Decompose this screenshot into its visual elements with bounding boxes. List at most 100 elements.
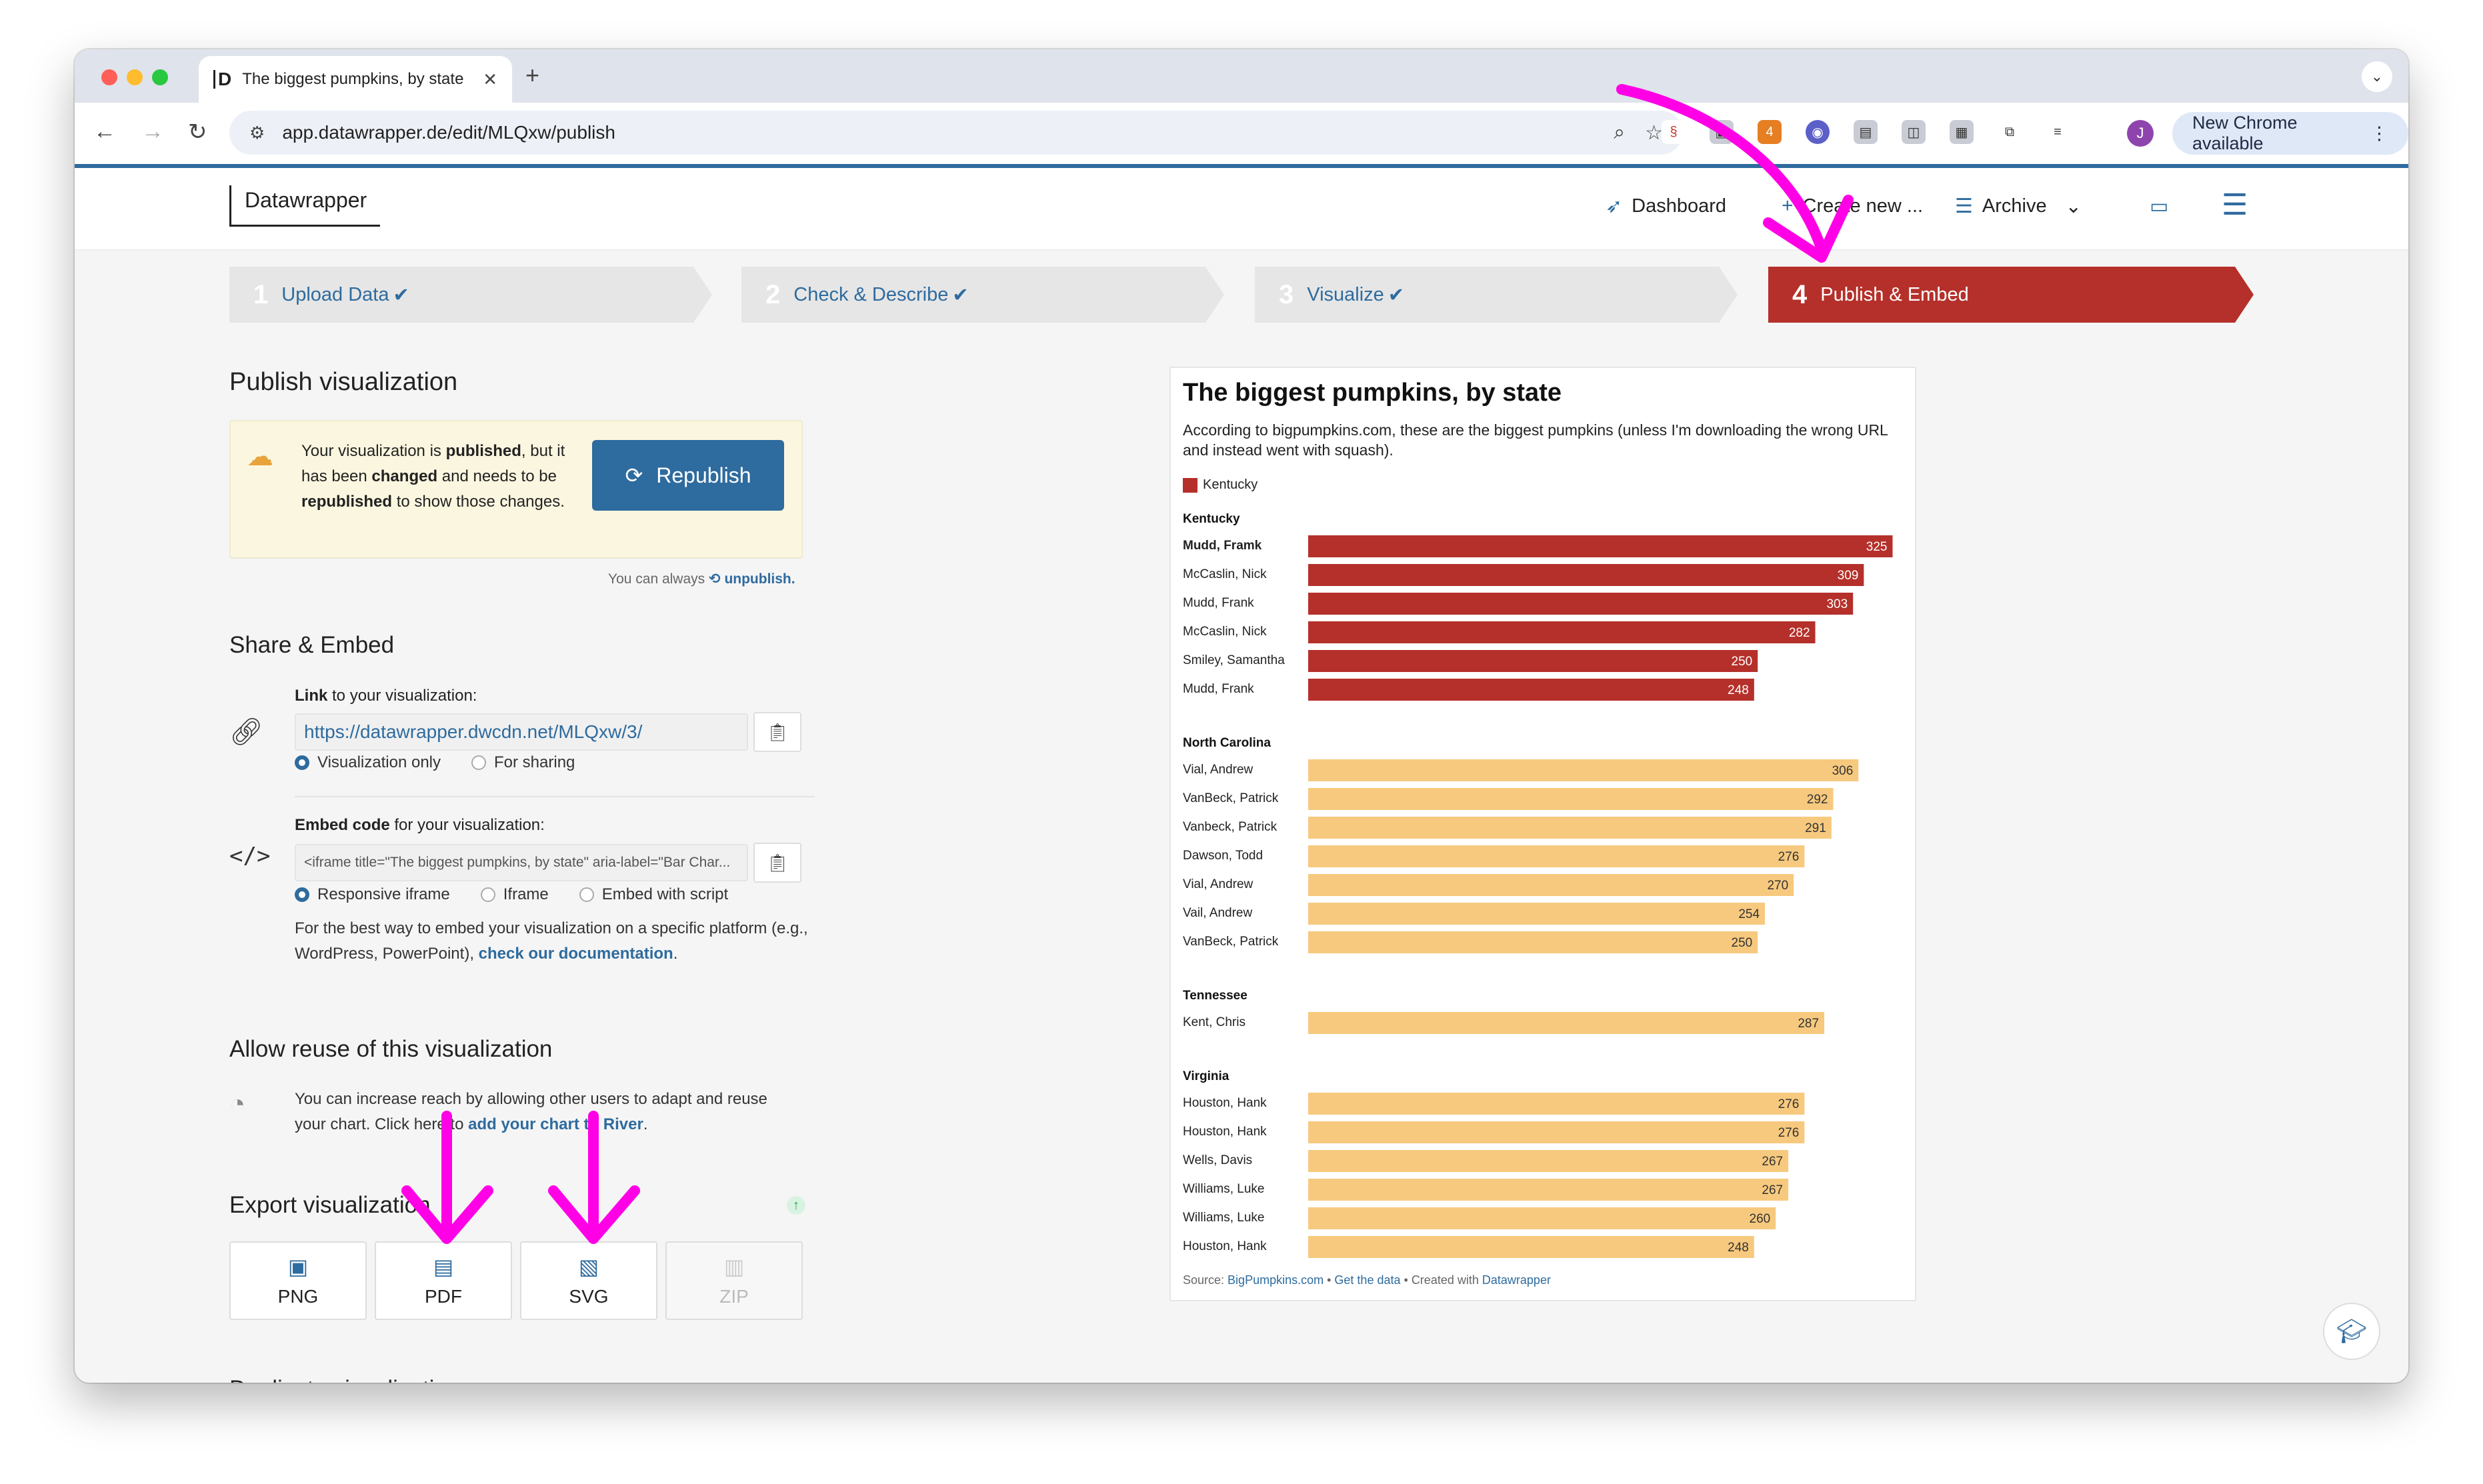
new-tab-button[interactable]: +: [525, 61, 540, 89]
radio-embed-with-script[interactable]: Embed with script: [579, 885, 728, 904]
bar-label: Mudd, Framk: [1183, 539, 1262, 553]
group-label: Virginia: [1183, 1069, 1229, 1083]
republish-notice: ☁ Your visualization is published, but i…: [229, 420, 803, 559]
new-chrome-available-button[interactable]: New Chrome available ⋮: [2172, 112, 2408, 155]
link-label: Link to your visualization:: [295, 687, 477, 705]
bar-label: Smiley, Samantha: [1183, 653, 1285, 667]
bar-label: VanBeck, Patrick: [1183, 791, 1279, 805]
bar-label: Williams, Luke: [1183, 1211, 1264, 1225]
get-data-link[interactable]: Get the data: [1334, 1273, 1401, 1287]
step-visualize[interactable]: 3 Visualize ✔: [1255, 267, 1738, 323]
reuse-text: You can increase reach by allowing other…: [295, 1090, 767, 1133]
republish-button[interactable]: ⟳ Republish: [592, 440, 784, 511]
reload-icon[interactable]: ↻: [188, 119, 207, 145]
extension-icon[interactable]: ▤: [1854, 120, 1878, 144]
tab-title: The biggest pumpkins, by state: [242, 70, 464, 88]
legend-swatch: [1183, 477, 1197, 493]
bar-label: Kent, Chris: [1183, 1015, 1246, 1029]
radio-iframe[interactable]: Iframe: [480, 885, 549, 904]
extension-badge-icon[interactable]: 4: [1758, 120, 1782, 144]
radio-visualization-only[interactable]: Visualization only: [295, 753, 441, 772]
maximize-window-button[interactable]: [152, 69, 168, 85]
radio-responsive-iframe[interactable]: Responsive iframe: [295, 885, 450, 904]
site-settings-icon[interactable]: ⚙: [249, 122, 265, 143]
zoom-icon[interactable]: ⌕: [1614, 121, 1626, 143]
bar-value-label: 291: [1805, 821, 1826, 835]
export-png-button[interactable]: ▣ PNG: [229, 1241, 367, 1320]
url-text: app.datawrapper.de/edit/MLQxw/publish: [282, 122, 615, 143]
chart-title: The biggest pumpkins, by state: [1183, 379, 1562, 407]
close-tab-icon[interactable]: ✕: [483, 69, 497, 89]
unpublish-hint: You can always ⟲ unpublish.: [608, 571, 795, 587]
nav-archive[interactable]: ☰ Archive ⌄: [1955, 195, 2082, 218]
browser-window: D The biggest pumpkins, by state ✕ + ⌄ ←…: [75, 49, 2408, 1383]
bar-label: Vial, Andrew: [1183, 763, 1254, 777]
bar: [1308, 1207, 1776, 1229]
extension-icon[interactable]: ◫: [1902, 120, 1926, 144]
nav-dashboard[interactable]: ➶ Dashboard: [1606, 195, 1726, 218]
bar-value-label: 248: [1728, 683, 1749, 697]
export-svg-button[interactable]: ▧ SVG: [520, 1241, 657, 1320]
bookmark-star-icon[interactable]: ☆: [1645, 121, 1663, 144]
back-arrow-icon[interactable]: ←: [93, 119, 116, 144]
forward-arrow-icon[interactable]: →: [141, 119, 164, 144]
minimize-window-button[interactable]: [127, 69, 143, 85]
step-check-describe[interactable]: 2 Check & Describe ✔: [741, 267, 1224, 323]
step-publish-embed[interactable]: 4 Publish & Embed: [1768, 267, 2254, 323]
bar-value-label: 303: [1826, 597, 1848, 611]
tab-search-chevron-icon[interactable]: ⌄: [2362, 61, 2392, 92]
embed-label: Embed code for your visualization:: [295, 816, 545, 834]
copy-link-button[interactable]: 📋︎: [753, 712, 801, 752]
radio-for-sharing[interactable]: For sharing: [471, 753, 575, 772]
archive-icon: ☰: [1955, 195, 1973, 217]
source-link[interactable]: BigPumpkins.com: [1227, 1273, 1324, 1287]
cloud-upload-icon: ☁: [247, 442, 273, 471]
bar-label: VanBeck, Patrick: [1183, 935, 1279, 949]
export-pdf-button[interactable]: ▤ PDF: [375, 1241, 512, 1320]
address-bar[interactable]: ⚙ app.datawrapper.de/edit/MLQxw/publish …: [229, 111, 1683, 155]
accent-line: [75, 164, 2408, 168]
divider: [295, 796, 815, 797]
hamburger-menu-icon[interactable]: ☰: [2222, 189, 2248, 221]
plus-icon: +: [1782, 195, 1794, 217]
browser-tab[interactable]: D The biggest pumpkins, by state ✕: [199, 56, 512, 103]
extensions-puzzle-icon[interactable]: ⧉: [1998, 120, 2022, 144]
upgrade-badge-icon: ↑: [787, 1196, 805, 1215]
bar: [1308, 1121, 1805, 1143]
bar-label: McCaslin, Nick: [1183, 567, 1267, 581]
more-menu-icon: ⋮: [2370, 123, 2388, 143]
zip-file-icon: ▥: [723, 1255, 745, 1279]
documentation-link[interactable]: check our documentation: [478, 945, 673, 963]
share-url-field[interactable]: https://datawrapper.dwcdn.net/MLQxw/3/: [295, 713, 748, 751]
unpublish-link[interactable]: ⟲ unpublish.: [709, 571, 795, 587]
bar-value-label: 292: [1807, 793, 1828, 807]
datawrapper-logo[interactable]: Datawrapper: [229, 185, 381, 227]
bar-value-label: 287: [1798, 1017, 1819, 1031]
profile-avatar[interactable]: J: [2127, 120, 2154, 147]
bar: [1308, 903, 1766, 925]
bar-value-label: 254: [1738, 907, 1760, 921]
bar-value-label: 270: [1767, 879, 1788, 893]
step-number: 3: [1279, 279, 1294, 309]
reuse-heading: Allow reuse of this visualization: [229, 1036, 553, 1062]
bar: [1308, 1236, 1754, 1258]
extension-icon[interactable]: ◉: [1806, 120, 1830, 144]
add-to-river-link[interactable]: add your chart to River: [468, 1115, 643, 1133]
extension-icon[interactable]: ▦: [1950, 120, 1974, 144]
datawrapper-link[interactable]: Datawrapper: [1482, 1273, 1551, 1287]
bar: [1308, 759, 1859, 781]
legend-label: Kentucky: [1203, 477, 1258, 492]
nav-create-new[interactable]: + Create new ...: [1782, 195, 1923, 217]
extension-icon[interactable]: §: [1662, 120, 1686, 144]
extension-icon[interactable]: ▣: [1710, 120, 1734, 144]
copy-embed-button[interactable]: 📋︎: [753, 843, 801, 883]
step-label: Upload Data: [281, 283, 389, 305]
step-upload-data[interactable]: 1 Upload Data ✔: [229, 267, 712, 323]
academy-help-icon[interactable]: 🎓︎: [2323, 1303, 2380, 1360]
media-controls-icon[interactable]: ≡: [2046, 120, 2070, 144]
inbox-icon[interactable]: ▭: [2150, 195, 2169, 217]
group-label: Tennessee: [1183, 989, 1248, 1003]
bar-label: Mudd, Frank: [1183, 596, 1254, 610]
embed-code-field[interactable]: <iframe title="The biggest pumpkins, by …: [295, 844, 748, 881]
close-window-button[interactable]: [101, 69, 117, 85]
